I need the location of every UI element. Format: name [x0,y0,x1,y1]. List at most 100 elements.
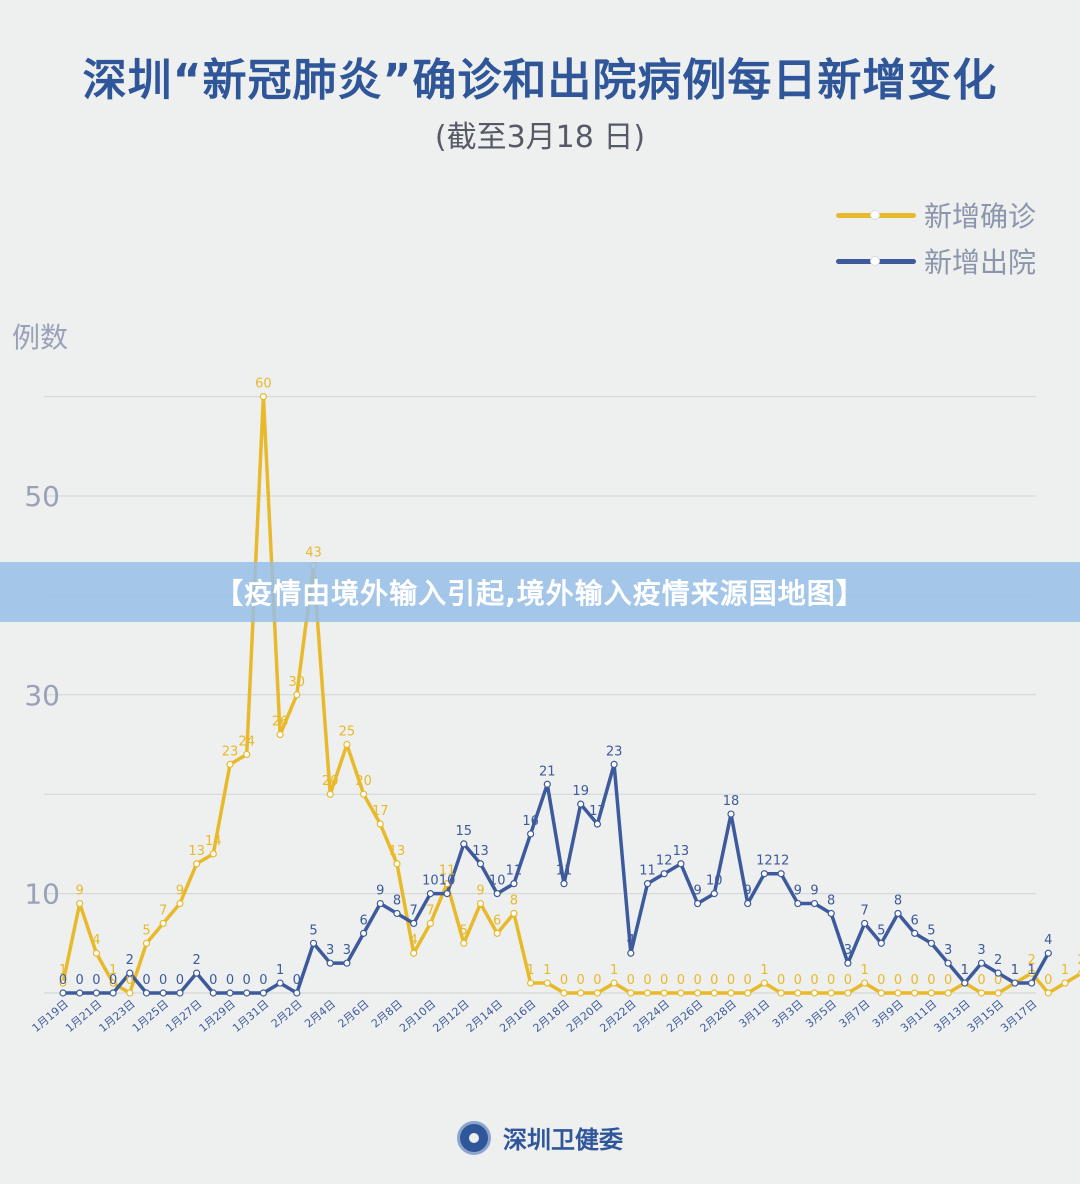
data-label-discharged: 9 [376,884,384,899]
data-point-discharged [1027,979,1036,987]
data-label-confirmed: 0 [844,973,852,988]
footer-source: 深圳卫健委 [503,1126,623,1154]
data-label-discharged: 0 [259,973,267,988]
x-tick-label: 3月7日 [837,997,873,1030]
data-point-confirmed [727,989,735,997]
data-label-discharged: 0 [92,973,100,988]
data-point-discharged [810,899,819,908]
data-label-discharged: 13 [472,844,489,859]
legend-label-confirmed: 新增确诊 [924,200,1037,233]
data-label-discharged: 16 [522,814,539,829]
data-point-confirmed [376,820,384,828]
data-point-discharged [343,959,351,967]
data-point-confirmed [927,989,936,997]
data-point-confirmed [193,860,201,868]
data-label-discharged: 10 [439,874,456,889]
data-point-discharged [944,959,952,967]
x-tick-label: 2月22日 [597,997,638,1035]
data-label-confirmed: 1 [543,963,551,978]
data-label-confirmed: 9 [476,884,484,899]
data-label-confirmed: 0 [727,973,735,988]
data-point-discharged [677,860,685,868]
data-point-confirmed [627,989,635,997]
data-point-confirmed [911,989,919,997]
data-point-discharged [243,989,251,997]
health-commission-logo-icon [457,1120,491,1155]
data-point-discharged [443,889,451,898]
data-label-confirmed: 20 [355,774,372,789]
data-point-confirmed [677,989,685,997]
x-tick-label: 2月18日 [531,997,572,1035]
data-point-confirmed [293,691,301,699]
data-point-discharged [593,820,602,828]
data-point-confirmed [443,880,451,888]
data-label-confirmed: 20 [322,774,339,789]
data-point-confirmed [209,850,217,858]
data-label-discharged: 11 [556,864,573,879]
x-tick-label: 1月25日 [130,997,171,1035]
data-label-confirmed: 1 [526,963,534,978]
data-label-confirmed: 1 [860,963,868,978]
data-label-confirmed: 0 [994,973,1002,988]
data-label-confirmed: 0 [777,973,785,988]
data-label-discharged: 0 [243,973,251,988]
data-point-confirmed [142,939,151,947]
y-axis-label: 例数 [12,321,69,354]
banner-text: 【疫情由境外输入引起,境外输入疫情来源国地图】 [215,577,865,610]
data-label-discharged: 4 [1044,933,1052,948]
x-tick-label: 3月17日 [998,997,1039,1035]
data-label-confirmed: 1 [1061,963,1069,978]
x-tick-label: 3月5日 [803,997,839,1030]
data-label-confirmed: 1 [59,963,67,978]
data-point-discharged [510,880,518,888]
data-label-discharged: 7 [860,903,868,918]
data-label-confirmed: 1 [610,963,618,978]
data-point-confirmed [810,989,819,997]
data-point-discharged [994,969,1002,977]
data-label-confirmed: 2 [1027,953,1035,968]
data-point-confirmed [510,909,518,918]
data-point-discharged [76,989,84,997]
x-tick-label: 2月28日 [698,997,739,1035]
data-point-discharged [142,989,151,997]
data-point-confirmed [1027,969,1036,977]
data-point-discharged [126,969,134,977]
data-label-confirmed: 17 [372,804,389,819]
x-tick-label: 3月1日 [736,997,772,1030]
data-point-discharged [426,889,434,898]
data-label-discharged: 12 [656,854,673,869]
data-point-discharged [560,880,568,888]
data-label-discharged: 18 [723,794,740,809]
data-point-confirmed [894,989,902,997]
chart-subtitle: (截至3月18 日) [434,120,646,155]
data-label-discharged: 2 [192,953,200,968]
data-point-confirmed [1061,979,1069,987]
data-point-confirmed [109,979,117,987]
x-tick-label: 1月19日 [30,997,71,1035]
data-label-discharged: 10 [706,874,723,889]
data-label-confirmed: 13 [188,844,205,859]
data-label-confirmed: 0 [894,973,902,988]
data-point-discharged [894,909,902,918]
data-label-discharged: 2 [994,953,1002,968]
data-label-confirmed: 0 [977,973,985,988]
data-point-confirmed [176,899,184,908]
data-label-confirmed: 23 [222,744,239,759]
data-point-confirmed [994,989,1002,997]
data-label-discharged: 0 [109,973,117,988]
data-label-discharged: 5 [927,923,935,938]
data-label-confirmed: 11 [439,864,456,879]
y-tick-label: 30 [24,679,60,712]
data-point-confirmed [526,979,535,987]
data-point-discharged [827,909,835,918]
data-point-confirmed [476,899,485,908]
data-point-confirmed [760,979,769,987]
x-tick-label: 1月31日 [230,997,271,1035]
data-point-confirmed [126,989,134,997]
data-point-confirmed [259,393,267,401]
data-point-discharged [193,969,201,977]
data-label-discharged: 3 [844,943,852,958]
overlay-banner[interactable]: 【疫情由境外输入引起,境外输入疫情来源国地图】 [0,562,1080,622]
data-point-discharged [727,810,735,818]
